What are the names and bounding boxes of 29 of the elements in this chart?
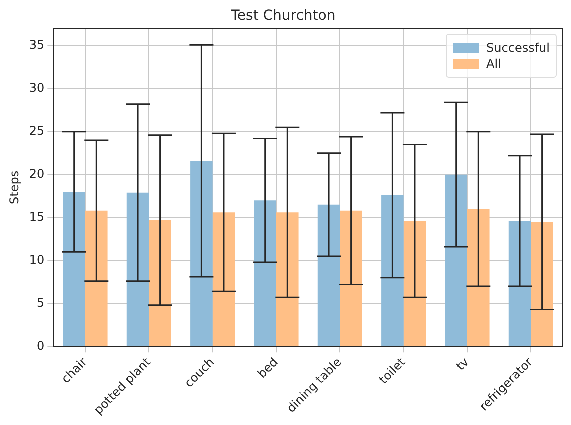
y-tick-label: 20: [29, 166, 45, 181]
bar: [445, 174, 468, 346]
bar: [149, 220, 172, 346]
bar: [126, 192, 150, 346]
y-tick-label: 5: [37, 296, 45, 310]
bar: [86, 210, 108, 346]
bar: [340, 210, 362, 346]
bar: [276, 212, 299, 346]
y-tick-label: 25: [29, 124, 45, 138]
bar: [212, 212, 236, 346]
y-tick-label: 15: [29, 210, 45, 224]
y-tick-label: 35: [29, 38, 45, 52]
legend-label: Successful: [486, 41, 550, 55]
bar: [508, 221, 532, 346]
bar: [190, 161, 213, 346]
bar: [318, 204, 340, 346]
chart-title: Test Churchton: [230, 8, 336, 24]
bar: [531, 222, 554, 346]
legend-label: All: [486, 57, 502, 71]
bar: [468, 209, 490, 346]
bar: [404, 221, 426, 346]
y-tick-label: 30: [29, 81, 45, 96]
bar: [254, 200, 276, 346]
y-tick-label: 10: [29, 252, 45, 267]
y-axis-title: Steps: [7, 170, 22, 205]
y-tick-label: 0: [37, 338, 45, 353]
bar: [382, 195, 404, 346]
bar: [63, 192, 86, 346]
x-tick-label: tv: [454, 355, 472, 374]
